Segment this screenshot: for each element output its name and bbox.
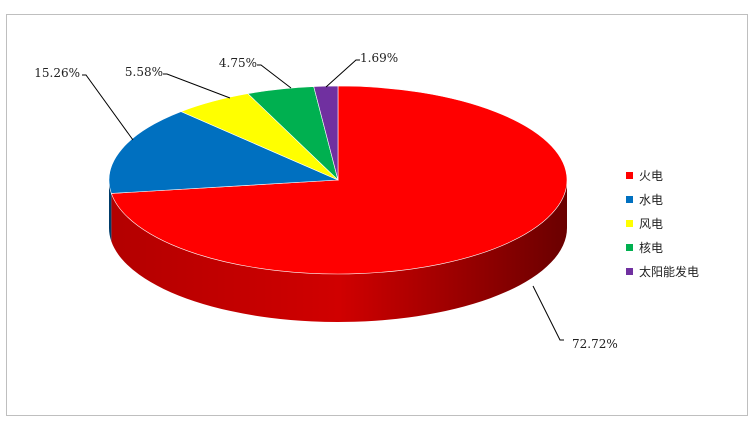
legend-label: 风电 [639,216,664,231]
legend-label: 火电 [639,168,664,183]
data-label-1: 15.26% [34,66,80,80]
pie-slice-4 [313,85,339,181]
leader-line-4 [325,59,360,88]
legend-swatch [626,219,633,227]
legend-item-thermal: 火电 [626,163,746,187]
legend-item-solar: 太阳能发电 [626,259,746,283]
legend-label: 核电 [639,240,664,255]
pie-slice-0 [110,85,568,275]
leader-line-1 [82,74,134,141]
legend-item-wind: 风电 [626,211,746,235]
chart-legend: 火电 水电 风电 核电 太阳能发电 [626,163,746,283]
legend-item-nuclear: 核电 [626,235,746,259]
legend-label: 太阳能发电 [639,264,700,279]
legend-swatch [626,171,633,179]
data-label-0: 72.72% [572,337,618,351]
pie-slice-1 [108,111,339,194]
legend-swatch [626,267,633,275]
data-label-3: 4.75% [219,56,257,70]
legend-label: 水电 [639,192,664,207]
legend-swatch [626,243,633,251]
data-label-2: 5.58% [125,65,163,79]
legend-item-hydro: 水电 [626,187,746,211]
pie-side-0 [111,180,568,323]
pie-side-1 [109,180,112,242]
leader-line-3 [257,64,292,89]
leader-line-2 [163,73,231,99]
leader-line-0 [532,285,564,341]
legend-swatch [626,195,633,203]
data-label-4: 1.69% [360,51,398,65]
